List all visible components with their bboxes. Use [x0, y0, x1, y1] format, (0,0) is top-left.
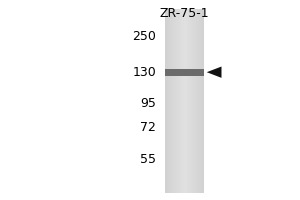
- Bar: [191, 9, 192, 193]
- Text: 55: 55: [140, 153, 156, 166]
- Text: ZR-75-1: ZR-75-1: [160, 7, 209, 20]
- Polygon shape: [207, 67, 221, 78]
- Bar: [171, 9, 172, 193]
- Bar: [181, 9, 182, 193]
- Bar: [173, 9, 174, 193]
- Bar: [203, 9, 204, 193]
- Bar: [194, 9, 195, 193]
- Bar: [199, 9, 200, 193]
- Bar: [196, 9, 197, 193]
- Text: 95: 95: [140, 97, 156, 110]
- Bar: [174, 9, 175, 193]
- Bar: [188, 9, 189, 193]
- Text: 250: 250: [132, 30, 156, 43]
- Bar: [185, 9, 186, 193]
- Bar: [197, 9, 198, 193]
- Bar: [198, 9, 199, 193]
- Bar: [195, 9, 196, 193]
- Bar: [172, 9, 173, 193]
- Bar: [202, 9, 203, 193]
- Text: 130: 130: [132, 66, 156, 79]
- Bar: [201, 9, 202, 193]
- Bar: [175, 9, 176, 193]
- Bar: [192, 9, 193, 193]
- Bar: [170, 9, 171, 193]
- Bar: [183, 9, 184, 193]
- Bar: [180, 9, 181, 193]
- Bar: [189, 9, 190, 193]
- Bar: [179, 9, 180, 193]
- Bar: [184, 9, 185, 193]
- Bar: [176, 9, 177, 193]
- Bar: [167, 9, 168, 193]
- Bar: [166, 9, 167, 193]
- Text: 72: 72: [140, 121, 156, 134]
- Bar: [200, 9, 201, 193]
- Bar: [165, 9, 166, 193]
- Bar: [182, 9, 183, 193]
- Bar: [165, 69, 204, 76]
- Bar: [187, 9, 188, 193]
- Bar: [168, 9, 169, 193]
- Bar: [178, 9, 179, 193]
- Bar: [177, 9, 178, 193]
- Bar: [190, 9, 191, 193]
- Bar: [186, 9, 187, 193]
- Bar: [169, 9, 170, 193]
- Bar: [193, 9, 194, 193]
